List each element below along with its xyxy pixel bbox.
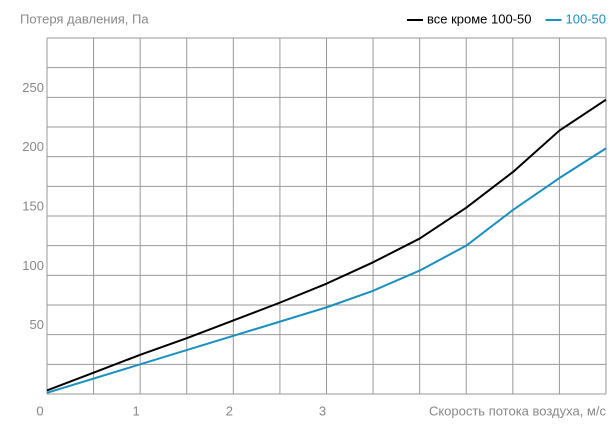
legend: 100-50 все кроме 100-50 (407, 11, 606, 26)
legend-label: 100-50 (566, 11, 606, 26)
chart-title: Потеря давления, Па (20, 11, 149, 26)
x-tick-label: 0 (36, 403, 43, 418)
y-tick-label: 200 (22, 139, 44, 154)
y-tick-label: 100 (22, 258, 44, 273)
line-series (46, 98, 607, 392)
y-tick-label: 250 (22, 80, 44, 95)
x-axis-label: Скорость потока воздуха, м/с (429, 403, 607, 418)
line-series (46, 147, 607, 394)
legend-label: все кроме 100-50 (427, 11, 532, 26)
x-tick-label: 3 (319, 403, 326, 418)
x-tick-label: 2 (226, 403, 233, 418)
y-tick-label: 150 (22, 198, 44, 213)
x-tick-label: 1 (133, 403, 140, 418)
y-tick-label: 50 (30, 317, 44, 332)
